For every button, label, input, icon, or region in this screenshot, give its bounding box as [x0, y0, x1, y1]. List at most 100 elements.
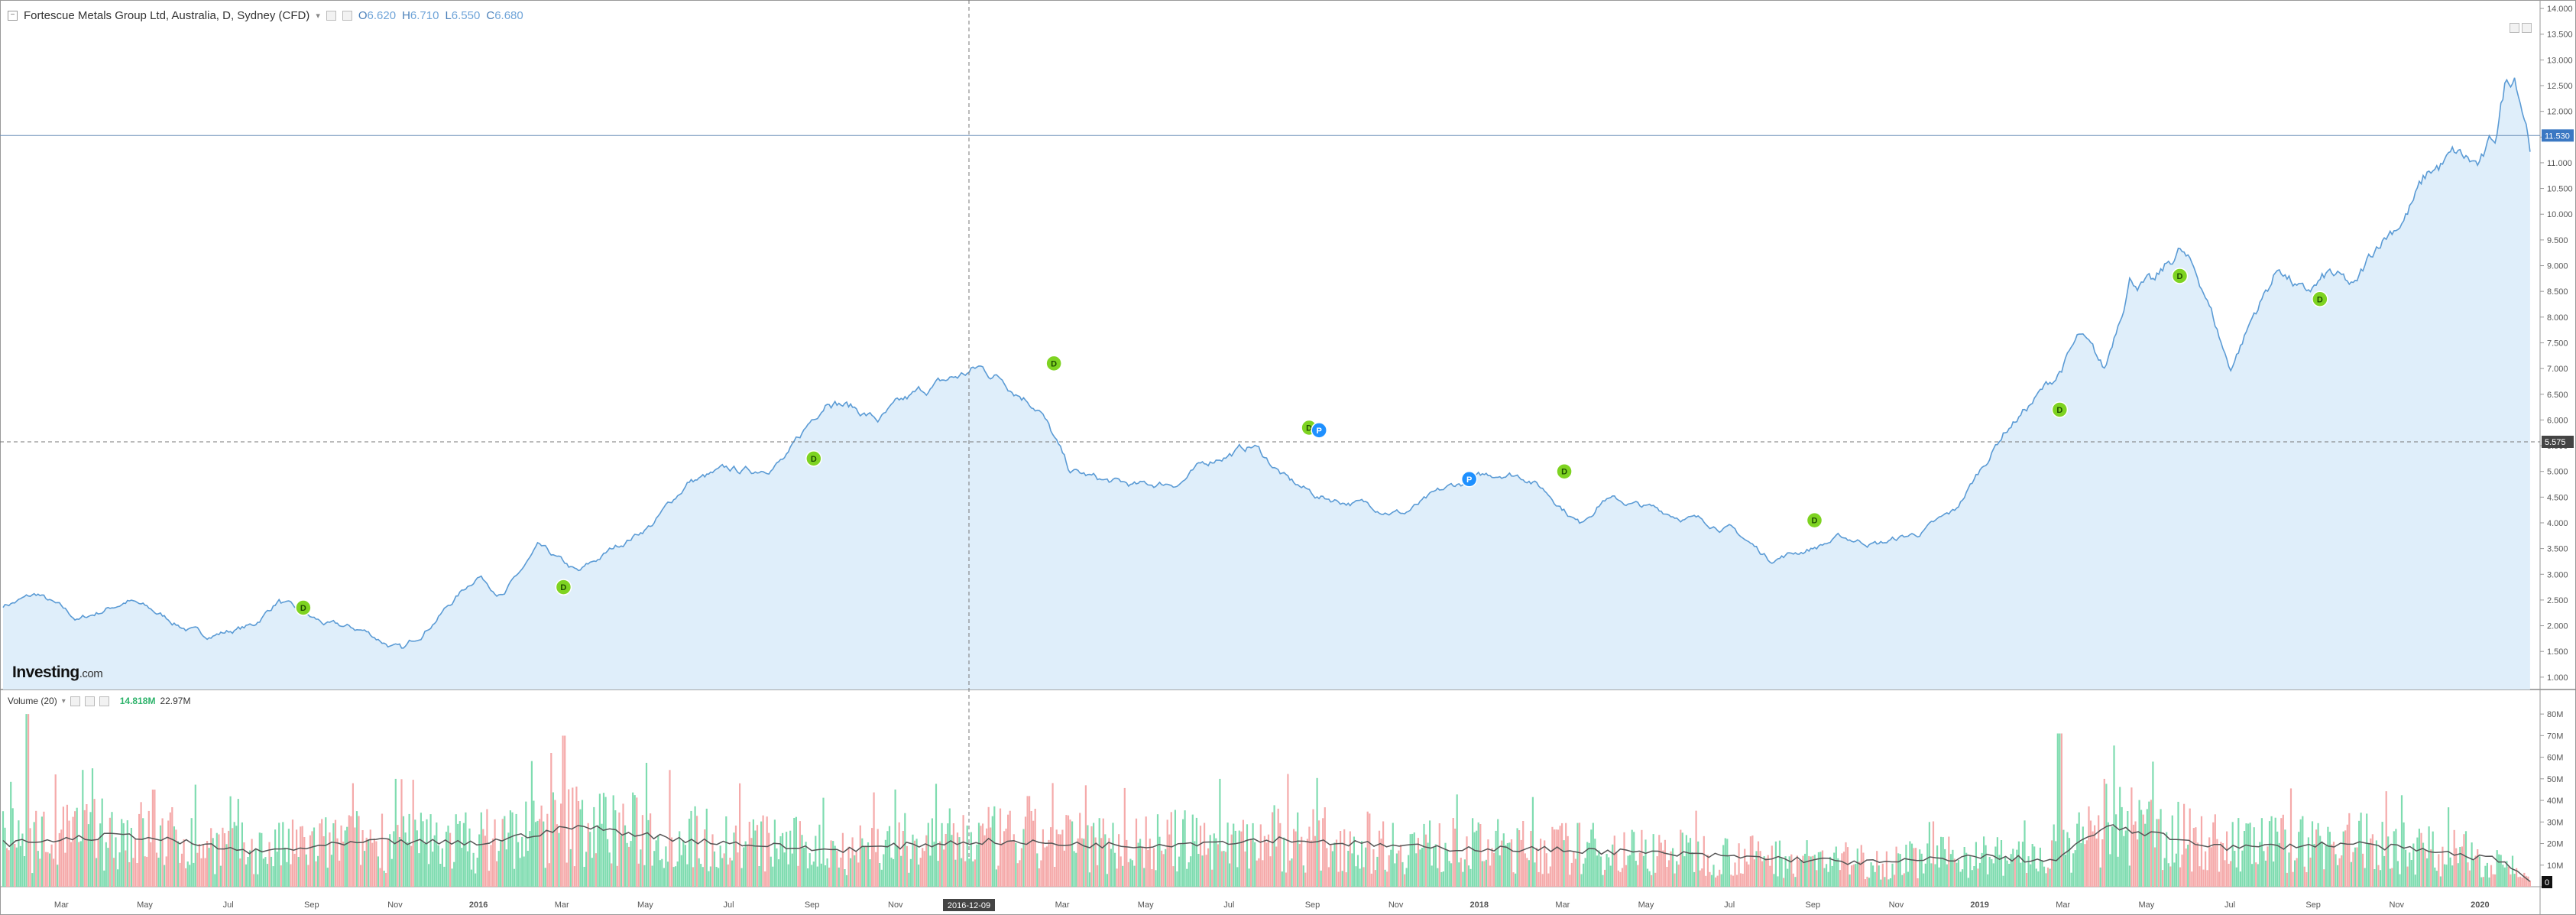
time-axis-label: 2018 — [1470, 900, 1489, 910]
price-tick-label: 4.500 — [2547, 493, 2568, 502]
settings-icon[interactable] — [326, 11, 336, 21]
volume-bar — [447, 826, 449, 887]
collapse-icon[interactable]: − — [8, 11, 18, 21]
dividend-marker-label: D — [811, 455, 817, 464]
volume-bar — [2387, 836, 2390, 887]
volume-bar — [564, 735, 566, 887]
volume-bar — [659, 860, 661, 887]
volume-bar — [1038, 868, 1040, 887]
volume-bar — [235, 826, 238, 887]
volume-bar — [115, 837, 117, 887]
volume-bar — [770, 856, 772, 887]
volume-bar — [2362, 853, 2364, 887]
volume-bar — [1590, 829, 1593, 887]
volume-bar — [731, 860, 733, 887]
volume-bar — [429, 814, 432, 887]
volume-bar — [439, 864, 442, 887]
volume-bar — [2169, 866, 2172, 887]
volume-bar — [752, 819, 754, 887]
volume-bar — [857, 862, 860, 887]
volume-bar — [173, 826, 175, 887]
close-icon[interactable] — [99, 696, 109, 706]
volume-bar — [1574, 858, 1576, 887]
volume-bar — [2195, 827, 2197, 887]
volume-bar — [1211, 869, 1213, 887]
volume-bar — [2332, 842, 2335, 887]
volume-bar — [1036, 853, 1039, 887]
volume-bar — [1965, 852, 1968, 887]
volume-bar — [1561, 823, 1563, 887]
volume-bar — [1938, 867, 1940, 887]
volume-bar — [1846, 847, 1849, 887]
volume-bar — [1258, 858, 1260, 887]
volume-bar — [313, 827, 316, 887]
volume-bar — [1365, 847, 1367, 887]
dividend-marker-label: D — [560, 583, 566, 592]
volume-bar — [126, 820, 128, 887]
time-axis-label: May — [1138, 900, 1154, 910]
volume-bar — [1044, 847, 1046, 887]
volume-bar — [669, 770, 671, 887]
volume-bar — [711, 834, 714, 887]
volume-bar — [1009, 810, 1011, 887]
volume-bar — [190, 818, 193, 887]
volume-bar — [1340, 831, 1342, 887]
volume-bar — [1759, 851, 1761, 887]
maximize-icon[interactable] — [2510, 23, 2519, 33]
restore-icon[interactable] — [2522, 23, 2532, 33]
volume-bar — [2519, 876, 2522, 887]
volume-bar — [1839, 870, 1841, 887]
volume-bar — [2156, 819, 2158, 887]
volume-label[interactable]: Volume (20) — [8, 696, 57, 706]
volume-bar — [1680, 829, 1682, 887]
volume-bar — [1923, 873, 1925, 887]
chevron-down-icon[interactable]: ▾ — [61, 696, 66, 706]
hide-icon[interactable] — [342, 11, 352, 21]
volume-bar — [1024, 816, 1027, 887]
volume-bar — [1681, 832, 1683, 887]
volume-bar — [2453, 829, 2455, 887]
volume-bar — [1178, 856, 1181, 887]
volume-bar — [186, 861, 189, 887]
volume-bar — [118, 852, 121, 887]
volume-bar — [2, 811, 5, 887]
volume-bar — [2375, 840, 2377, 887]
volume-bar — [1141, 846, 1143, 887]
volume-bar — [859, 825, 861, 887]
volume-bar — [1213, 833, 1215, 887]
volume-bar — [1322, 818, 1324, 887]
volume-bar — [624, 825, 627, 887]
volume-bar — [1586, 842, 1589, 887]
volume-bar — [2391, 868, 2393, 887]
volume-bar — [1032, 820, 1035, 887]
volume-bar — [2478, 856, 2480, 887]
volume-bar — [458, 821, 461, 887]
volume-bar — [272, 866, 274, 887]
volume-bar — [1994, 846, 1997, 887]
investing-logo: Investing.com — [12, 664, 103, 682]
volume-bar — [276, 852, 278, 887]
hide-icon[interactable] — [84, 696, 95, 706]
volume-bar — [204, 858, 206, 887]
volume-bar — [2191, 871, 2193, 887]
volume-bar — [1860, 845, 1862, 887]
volume-bar — [1837, 858, 1839, 887]
volume-bar — [1930, 863, 1933, 887]
volume-bar — [951, 835, 953, 887]
volume-bar — [861, 838, 864, 887]
instrument-title[interactable]: Fortescue Metals Group Ltd, Australia, D… — [24, 9, 310, 22]
volume-bar — [394, 778, 397, 887]
chevron-down-icon[interactable]: ▾ — [316, 11, 320, 21]
time-axis-label: Sep — [2305, 900, 2321, 910]
volume-bar — [2160, 809, 2162, 887]
volume-bar — [1804, 853, 1806, 887]
settings-icon[interactable] — [70, 696, 80, 706]
volume-bar — [812, 861, 815, 887]
volume-bar — [2482, 877, 2484, 887]
volume-bar — [261, 832, 263, 887]
volume-bar — [53, 858, 55, 887]
volume-bar — [1952, 849, 1954, 887]
volume-bar — [1769, 865, 1771, 887]
volume-bar — [1493, 852, 1495, 887]
